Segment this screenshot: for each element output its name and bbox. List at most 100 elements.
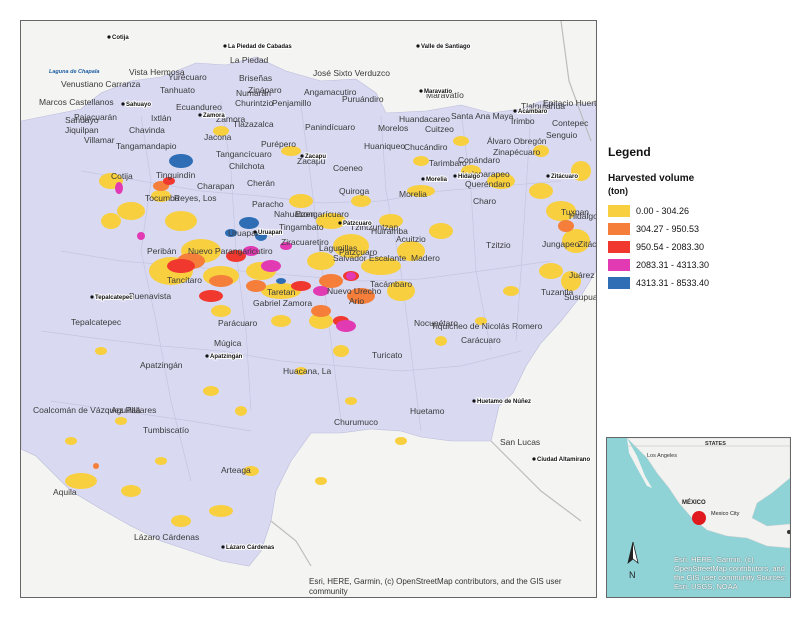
city-label: Tepalcatepec	[95, 295, 133, 301]
municipality-label: Copándaro	[458, 155, 500, 165]
city-dot	[472, 399, 476, 403]
municipality-label: Taretan	[267, 287, 296, 297]
municipality-label: Indaparapeo	[462, 169, 510, 179]
municipality-label: Tlalpujahua	[521, 101, 565, 111]
municipality-label: Chavinda	[129, 125, 165, 135]
municipality-label: Tarimbaro	[429, 158, 467, 168]
legend-units: (ton)	[608, 186, 628, 196]
city-dot	[419, 89, 423, 93]
municipality-label: Tepalcatepec	[71, 317, 122, 327]
municipality-label: Huetamo	[410, 406, 445, 416]
municipality-label: Aquila	[53, 487, 77, 497]
municipality-label: Lázaro Cárdenas	[134, 532, 199, 542]
city-dot	[453, 174, 457, 178]
legend-subtitle: Harvested volume	[608, 173, 695, 184]
city-label: Uruapan	[258, 230, 283, 236]
municipality-label: Angamacutiro	[304, 87, 357, 97]
inset-label-mexico-city: Mexico City	[711, 511, 740, 517]
municipality-label: Numarán	[236, 88, 271, 98]
main-map[interactable]: Cotija Tinguindín Tangamandapio Jacona Zamor…	[20, 20, 597, 598]
legend-swatch	[608, 241, 630, 253]
municipality-label: Paracho	[252, 199, 284, 209]
city-label: Pátzcuaro	[343, 221, 372, 227]
municipality-label: Coeneo	[333, 163, 363, 173]
municipality-label: Churumuco	[334, 417, 378, 427]
baja-peninsula	[627, 438, 652, 488]
map-canvas[interactable]: Cotija Tinguindín Tangamandapio Jacona Zamor…	[21, 21, 596, 597]
municipality-label: Cotija	[111, 171, 133, 181]
municipality-label: Arteaga	[221, 465, 251, 475]
municipality-label: Erongarícuaro	[295, 209, 349, 219]
municipality-label: Chucándiro	[404, 142, 448, 152]
municipality-label: Vista Hermosa	[129, 67, 185, 77]
city-dot	[90, 295, 94, 299]
city-dot	[107, 35, 111, 39]
municipality-label: Purépero	[261, 139, 296, 149]
harvest-class-5-patches	[169, 154, 286, 284]
municipality-label: Senguio	[546, 130, 577, 140]
legend-label: 0.00 - 304.26	[636, 206, 690, 216]
inset-map[interactable]: Los Angeles STATES MÉXICO Mexico City N …	[606, 437, 791, 598]
study-area-marker	[692, 511, 706, 525]
municipality-label: Briseñas	[239, 73, 272, 83]
municipality-label: Queréndaro	[465, 179, 511, 189]
city-label: Apatzingán	[210, 354, 243, 360]
city-label: Huetamo de Núñez	[477, 399, 531, 405]
legend-swatch	[608, 205, 630, 217]
municipality-label: Pátzcuaro	[339, 247, 378, 257]
inset-label-mexico: MÉXICO	[682, 498, 706, 506]
inset-label-la: Los Angeles	[647, 453, 677, 459]
municipality-label: Villamar	[84, 135, 115, 145]
municipality-label: Hidalgo	[569, 211, 596, 221]
municipality-label: Morelia	[399, 189, 427, 199]
legend-swatch	[608, 277, 630, 289]
legend-label: 4313.31 - 8533.40	[636, 278, 710, 288]
city-label: Zacapu	[305, 154, 326, 160]
municipality-label: Churintzio	[235, 98, 274, 108]
legend-swatch	[608, 259, 630, 271]
municipality-label: Zinapécuaro	[493, 147, 541, 157]
municipality-label: Ixtlán	[151, 113, 172, 123]
municipality-label: Penjamillo	[272, 98, 311, 108]
municipality-label: Cuitzeo	[425, 124, 454, 134]
municipality-label: Turicato	[372, 350, 403, 360]
municipality-label: Tangancícuaro	[216, 149, 272, 159]
legend-items: 0.00 - 304.26 304.27 - 950.53 950.54 - 208…	[608, 202, 793, 292]
municipality-label: Apatzingán	[140, 360, 183, 370]
city-labels: Cotija La Piedad de Cabadas Valle de Santi…	[90, 34, 591, 552]
city-dot	[532, 457, 536, 461]
harvest-class-4-patches	[115, 182, 356, 332]
municipality-label: Jacona	[204, 132, 232, 142]
municipality-label: Puruándiro	[342, 94, 384, 104]
city-dot	[205, 354, 209, 358]
legend: Legend Harvested volume (ton) 0.00 - 304…	[608, 145, 793, 292]
city-label: Maravatío	[424, 89, 452, 95]
municipality-label: José Sixto Verduzco	[313, 68, 390, 78]
municipality-label: Tacámbaro	[370, 279, 412, 289]
city-label: Morelia	[426, 177, 448, 183]
municipality-label: Yurécuaro	[168, 72, 207, 82]
municipality-label: Huacana, La	[283, 366, 331, 376]
north-arrow-icon	[627, 541, 639, 565]
municipality-label: Venustiano Carranza	[61, 79, 141, 89]
legend-label: 2083.31 - 4313.30	[636, 260, 710, 270]
city-dot	[223, 44, 227, 48]
city-label: Acámbaro	[518, 109, 548, 115]
city-label: Hidalgo	[458, 174, 480, 180]
municipality-label: Marcos Castellanos	[39, 97, 114, 107]
municipality-label: Carácuaro	[461, 335, 501, 345]
municipality-label: Lagunillas	[319, 243, 357, 253]
inset-dot	[787, 530, 790, 534]
legend-item: 304.27 - 950.53	[608, 220, 793, 238]
municipality-label: Madero	[411, 253, 440, 263]
municipality-label: Huandacareo	[399, 114, 450, 124]
legend-label: 304.27 - 950.53	[636, 224, 700, 234]
city-dot	[253, 230, 257, 234]
municipality-label: Tanhuato	[160, 85, 195, 95]
municipality-label: Chilchota	[229, 161, 265, 171]
inset-land	[626, 438, 790, 549]
municipality-label: Santa Ana Maya	[451, 111, 514, 121]
municipality-label: Tiquicheo de Nicolás Romero	[431, 321, 542, 331]
municipality-label: Zacapu	[297, 156, 326, 166]
map-attribution: Esri, HERE, Garmin, (c) OpenStreetMap co…	[309, 577, 562, 596]
